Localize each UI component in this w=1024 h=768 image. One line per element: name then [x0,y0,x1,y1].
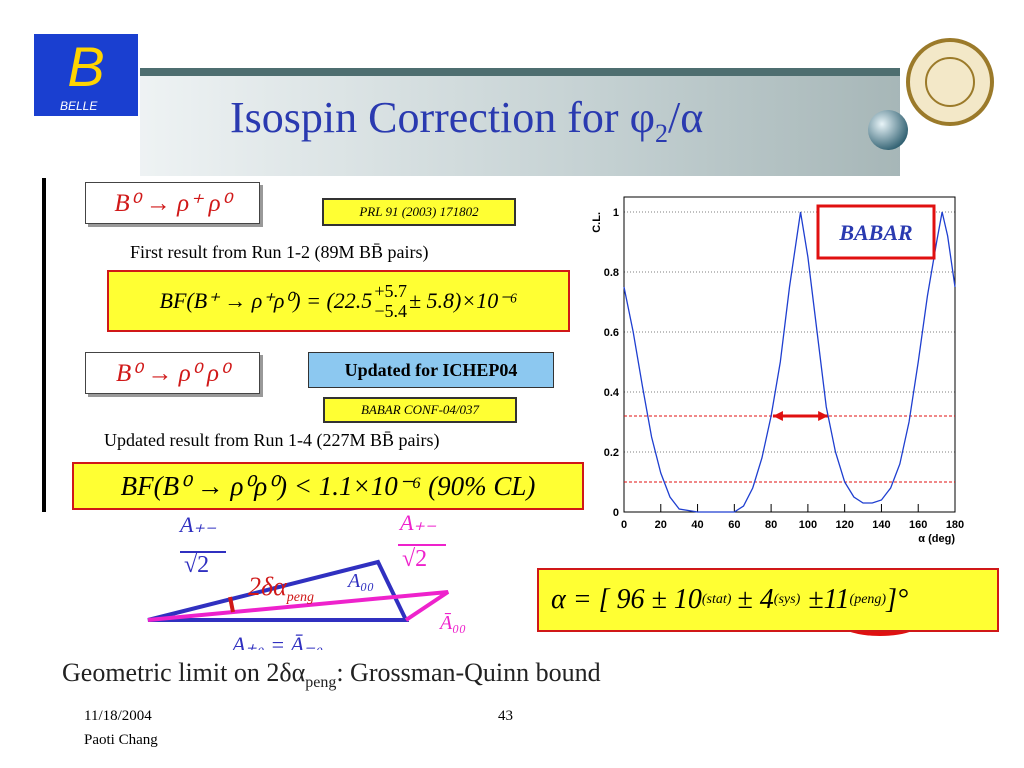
page-number: 43 [498,708,513,724]
tri-label: √2 [402,546,428,572]
x-tick-label: 20 [655,519,667,531]
title: Isospin Correction for φ2/α [230,92,703,149]
y-tick-label: 0.6 [604,327,619,339]
angle-mark [228,596,235,613]
y-tick-label: 0.8 [604,267,619,279]
reference: BABAR CONF-04/037 [323,397,517,423]
tri-label: √2 [184,552,210,578]
x-axis-label: α (deg) [918,533,955,545]
logo-text: BELLE [60,99,98,113]
tri-label: Ā₀₀ [440,612,467,634]
result-box: BF(B⁺ → ρ⁺ρ⁰) = (22.5 +5.7 −5.4 ± 5.8)×10… [107,270,570,332]
header-bar [140,68,900,76]
logo-glyph: B [67,35,104,98]
triangle-bar [147,590,450,622]
bottom: : Grossman-Quinn bound [336,658,601,687]
title-sub: 2 [654,118,668,148]
x-tick-label: 120 [835,519,853,531]
note: Updated result from Run 1-4 (227M BB̄ pa… [104,430,440,450]
triangle [147,559,410,622]
y-axis-label: C.L. [591,212,603,233]
delta-sub: peng [286,590,314,606]
tri-label: A₊₀ = Ā₋₀ [232,632,324,650]
alpha-sub: (peng) [849,592,887,607]
side-bar [42,178,46,512]
alpha-sub: (stat) [701,592,732,607]
y-tick-label: 0.4 [604,387,620,399]
bottom-sub: peng [305,674,337,692]
university-seal [906,38,994,126]
bottom: Geometric limit on 2δα [62,658,306,687]
curve [623,211,956,513]
footer-date: 11/18/2004 [84,708,152,724]
x-tick-label: 40 [691,519,703,531]
x-tick-label: 140 [872,519,890,531]
tri-label: A₀₀ [348,570,375,592]
x-tick-label: 180 [946,519,964,531]
x-tick-label: 60 [728,519,740,531]
alpha: ± 4 [737,584,774,615]
tri-label: A₊₋ [180,512,217,537]
alpha: α = [ 96 ± 10 [551,584,702,615]
note: First result from Run 1-2 (89M BB̄ pairs… [130,242,429,262]
reference: PRL 91 (2003) 171802 [322,198,516,226]
result: BF(B⁺ → ρ⁺ρ⁰) = (22.5 [159,288,373,313]
errors: +5.7 −5.4 [374,281,407,321]
experiment-label: BABAR [838,220,912,245]
arrow-head [772,411,783,421]
decay-label: B⁰ → ρ⁰ ρ⁰ [85,352,260,394]
header-band [140,76,900,176]
err-up: +5.7 [374,281,407,301]
x-tick-label: 0 [621,519,627,531]
tri-label: 2δαpeng [248,572,314,606]
err-down: −5.4 [374,301,407,321]
badge: Updated for ICHEP04 [308,352,554,388]
alpha-sub: (sys) [773,592,801,607]
title-end: /α [667,93,704,142]
footer-author: Paoti Chang [84,732,158,748]
tri-label: A₊₋ [400,510,437,535]
arrow-head [818,411,829,421]
experiment-box [816,204,936,260]
bottom-text: Geometric limit on 2δαpeng: Grossman-Qui… [62,658,601,692]
x-tick-label: 100 [799,519,817,531]
alpha: ]° [886,584,909,615]
alpha-box: α = [ 96 ± 10 (stat) ± 4 (sys) ±11 (peng) ]… [537,568,999,632]
y-tick-label: 0 [613,507,619,519]
sphere [868,110,908,150]
x-tick-label: 80 [765,519,777,531]
seal-ring [925,57,975,107]
y-tick-label: 0.2 [604,447,619,459]
y-tick-label: 1 [613,207,619,219]
alpha: ±11 [808,584,850,615]
result-box: BF(B⁰ → ρ⁰ρ⁰) < 1.1×10⁻⁶ (90% CL) [72,462,584,510]
decay-label: B⁰ → ρ⁺ ρ⁰ [85,182,260,224]
x-tick-label: 160 [909,519,927,531]
belle-logo [34,34,138,116]
delta: 2δα [248,572,287,601]
title-text: Isospin Correction for φ [230,93,655,142]
result: ± 5.8)×10⁻⁶ [408,288,518,313]
